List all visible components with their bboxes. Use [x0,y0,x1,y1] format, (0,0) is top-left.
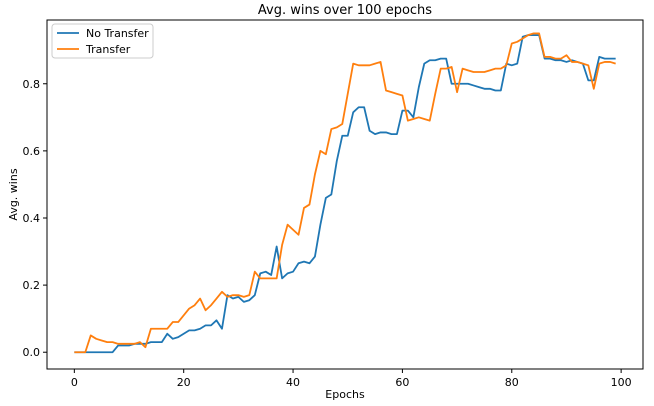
series-line-no-transfer [74,34,616,354]
legend-label-transfer: Transfer [85,43,131,56]
plot-frame [46,19,644,370]
y-tick-label: 0.6 [23,145,41,158]
x-axis: 0 20 40 60 80 100 [71,369,632,389]
x-tick-label: 0 [71,376,78,389]
y-tick-label: 0.4 [23,212,41,225]
x-tick-label: 40 [286,376,300,389]
x-tick-label: 100 [611,376,632,389]
y-axis-title: Avg. wins [7,168,20,220]
plot-area [46,19,644,370]
chart-title: Avg. wins over 100 epochs [258,3,432,18]
series-line-transfer [74,32,616,354]
x-tick-label: 80 [505,376,519,389]
x-axis-title: Epochs [325,388,365,401]
x-tick-label: 60 [395,376,409,389]
y-tick-label: 0.8 [23,78,41,91]
y-axis: 0.0 0.2 0.4 0.6 0.8 [23,78,47,359]
legend-label-no-transfer: No Transfer [86,27,149,40]
x-tick-label: 20 [177,376,191,389]
legend: No Transfer Transfer [51,23,154,59]
y-tick-label: 0.2 [23,279,41,292]
series-layer [74,32,616,354]
y-tick-label: 0.0 [23,346,41,359]
